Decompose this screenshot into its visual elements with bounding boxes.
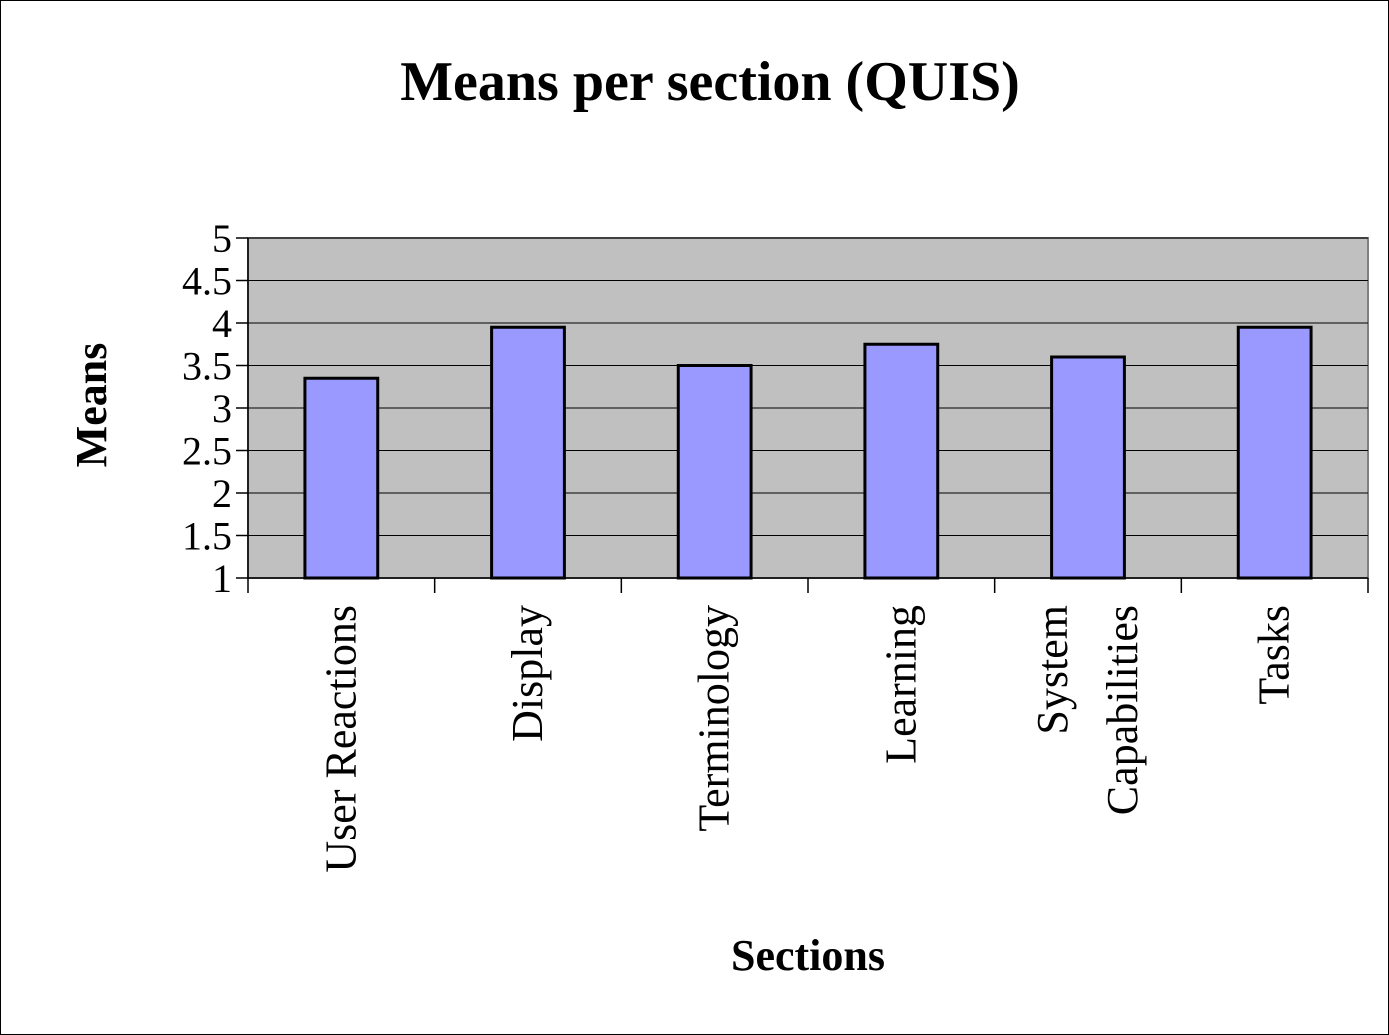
- y-tick-label: 3.5: [182, 344, 232, 389]
- bar: [490, 325, 566, 580]
- x-tick-label: Learning: [876, 605, 926, 764]
- y-tick-label: 2.5: [182, 429, 232, 474]
- y-tick-label: 5: [212, 216, 232, 261]
- bar: [863, 342, 940, 580]
- bar: [303, 376, 380, 580]
- y-tick-label: 4.5: [182, 259, 232, 304]
- y-axis-title: Means: [67, 343, 116, 468]
- x-tick-label: User Reactions: [316, 605, 366, 873]
- x-tick-label: Tasks: [1249, 605, 1299, 705]
- x-tick-label: Terminology: [689, 605, 739, 832]
- bar: [676, 364, 753, 580]
- x-tick-label: Display: [503, 605, 552, 742]
- x-tick-label: System Capabilities: [1028, 605, 1147, 816]
- y-tick-label: 1: [212, 556, 232, 601]
- bar: [1236, 325, 1313, 580]
- y-tick-label: 1.5: [182, 514, 232, 559]
- bar: [1050, 355, 1126, 580]
- x-axis-title: Sections: [731, 931, 885, 980]
- chart-title: Means per section (QUIS): [400, 51, 1020, 113]
- y-tick-label: 3: [212, 386, 232, 431]
- y-tick-label: 2: [212, 471, 232, 516]
- y-tick-label: 4: [212, 301, 232, 346]
